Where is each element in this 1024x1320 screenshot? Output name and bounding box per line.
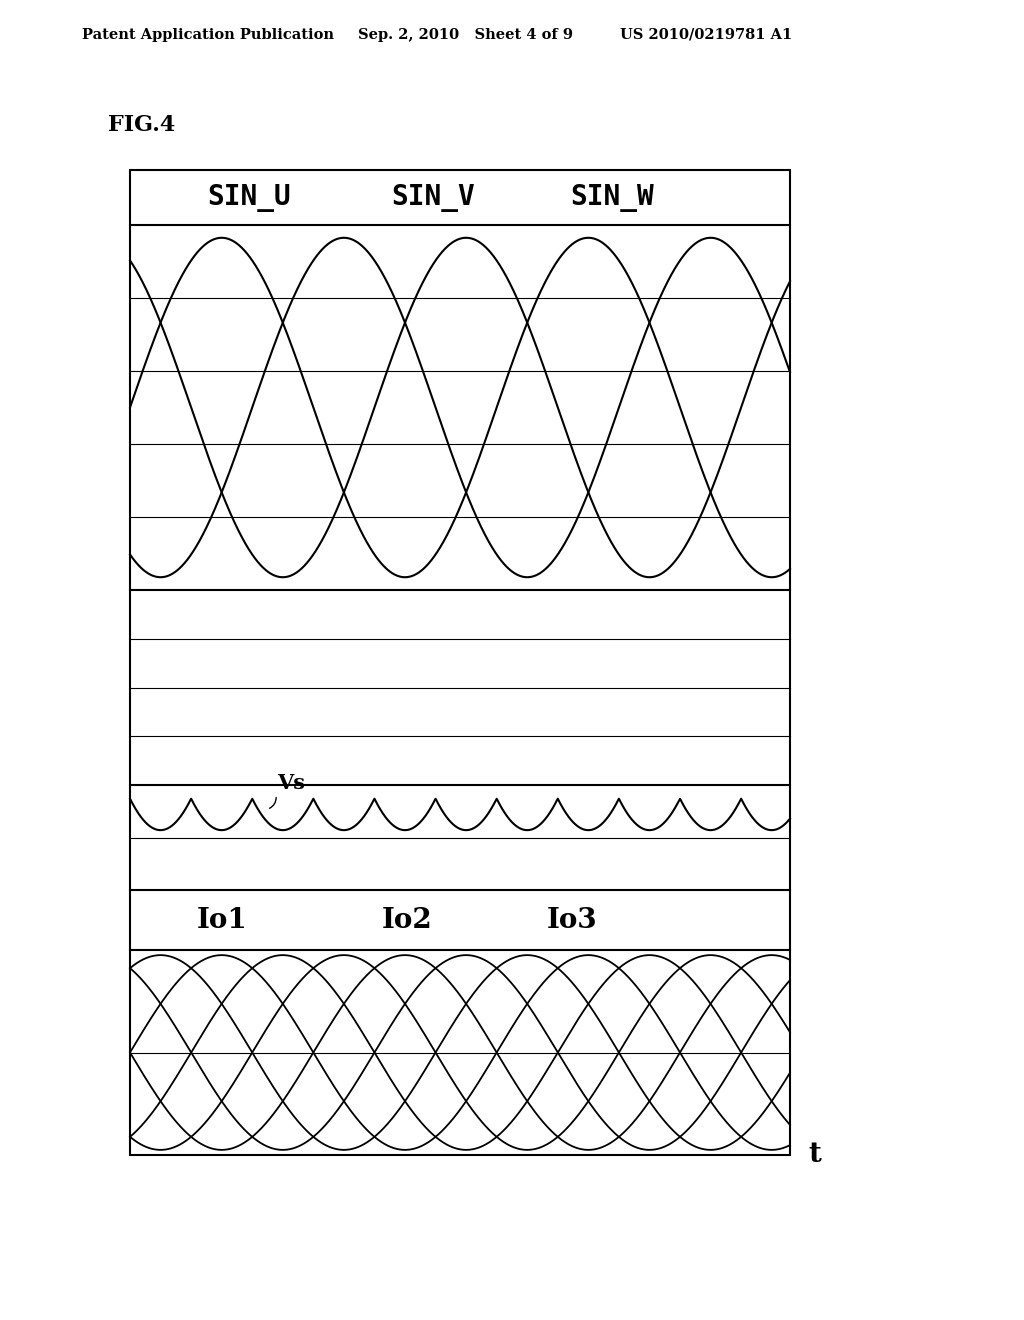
Text: SIN_W: SIN_W [570, 183, 653, 211]
Text: Sep. 2, 2010   Sheet 4 of 9: Sep. 2, 2010 Sheet 4 of 9 [358, 28, 573, 42]
Text: SIN_U: SIN_U [207, 183, 291, 211]
Text: FIG.4: FIG.4 [108, 114, 175, 136]
Text: Patent Application Publication: Patent Application Publication [82, 28, 334, 42]
Text: Vs: Vs [278, 772, 305, 793]
Text: Io1: Io1 [197, 907, 248, 933]
Text: Io2: Io2 [382, 907, 432, 933]
Text: Io3: Io3 [547, 907, 598, 933]
Text: t: t [808, 1142, 821, 1168]
Text: SIN_V: SIN_V [392, 183, 475, 211]
Text: US 2010/0219781 A1: US 2010/0219781 A1 [620, 28, 793, 42]
